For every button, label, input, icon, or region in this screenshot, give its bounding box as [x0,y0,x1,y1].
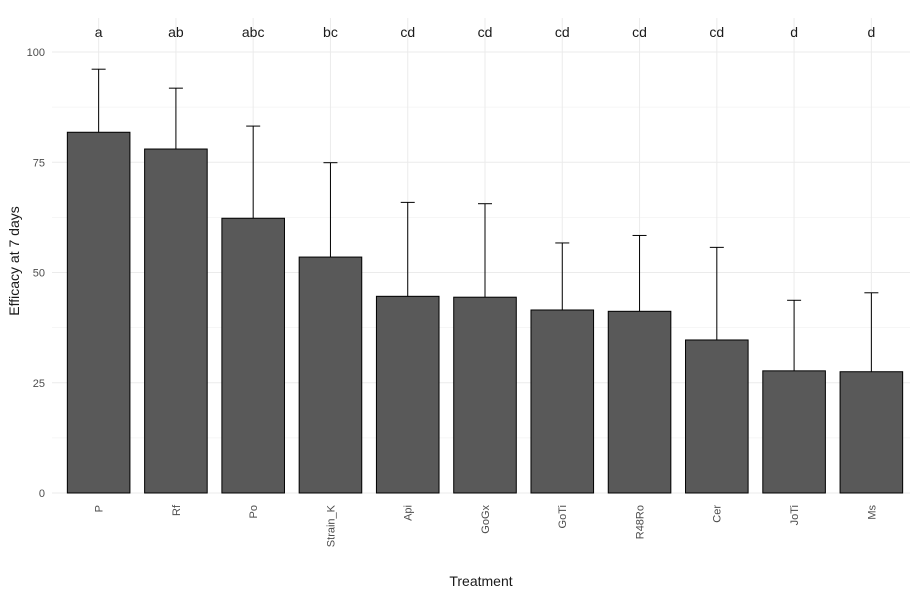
bar [762,370,826,494]
y-tick-label: 50 [33,268,45,280]
bar [607,310,672,494]
significance-letter: bc [323,24,338,40]
y-tick-label: 0 [39,488,45,500]
bar [144,148,208,494]
significance-letter: cd [555,24,570,40]
bar [298,256,363,494]
y-tick-label: 100 [27,47,45,59]
y-tick-label: 75 [33,157,45,169]
bar [375,295,440,494]
x-tick-label: Po [248,505,260,518]
significance-letters: a ab abc bc cd cd cd cd cd d d [95,24,876,40]
error-bars-layer [91,68,879,372]
bar [530,309,595,494]
y-tick-label: 25 [33,378,45,390]
x-tick-label: Cer [712,505,724,523]
x-axis-ticks: P Rf Po Strain_K Api GoGx GoTi R48Ro Cer JoTi Ms [94,504,879,547]
significance-letter: d [867,24,875,40]
significance-letter: cd [478,24,493,40]
x-tick-label: Api [403,505,415,521]
bar [453,296,517,494]
bar [66,131,131,494]
significance-letter: cd [400,24,415,40]
x-tick-label: Ms [866,505,878,520]
bars-layer [66,131,904,494]
significance-letter: ab [168,24,184,40]
x-tick-label: JoTi [789,505,801,525]
x-tick-label: GoTi [557,505,569,528]
significance-letter: cd [632,24,647,40]
y-axis-title: Efficacy at 7 days [6,206,22,315]
bar [685,339,749,494]
x-tick-label: Rf [171,504,183,516]
y-axis-ticks: 0 25 50 75 100 [27,47,45,500]
x-axis-title: Treatment [449,573,512,589]
x-tick-label: GoGx [480,505,492,534]
significance-letter: abc [242,24,265,40]
significance-letter: cd [709,24,724,40]
significance-letter: a [95,24,103,40]
bar [221,217,285,494]
bar [839,371,904,494]
significance-letter: d [790,24,798,40]
x-tick-label: P [94,505,106,512]
x-tick-label: Strain_K [325,504,337,547]
x-tick-label: R48Ro [634,505,646,539]
